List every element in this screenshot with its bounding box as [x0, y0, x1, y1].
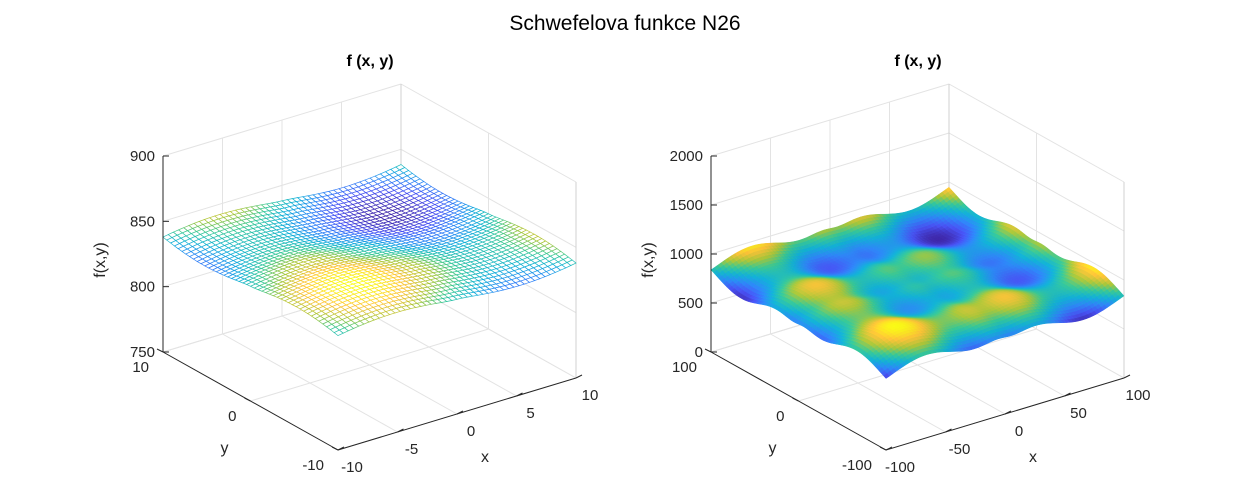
gridline	[250, 328, 489, 402]
y-tick	[244, 397, 251, 402]
y-axis-label: y	[221, 440, 229, 457]
gridline	[710, 83, 950, 157]
z-tick-label: 750	[130, 344, 155, 361]
gridline	[948, 132, 1125, 232]
surface	[710, 186, 1125, 379]
z-axis-label: f(x,y)	[92, 242, 109, 278]
gridline	[400, 148, 577, 248]
y-tick-label: 0	[228, 408, 236, 425]
x-tick	[397, 428, 404, 433]
x-tick	[456, 410, 464, 415]
gridline	[948, 83, 1125, 183]
surface-patch	[333, 329, 344, 337]
x-axis-label: x	[481, 449, 489, 466]
y-tick	[156, 348, 164, 353]
figure-title: Schwefelova funkce N26	[509, 12, 741, 35]
gridline	[710, 181, 950, 255]
x-tick-label: 5	[526, 405, 534, 422]
surface	[162, 164, 577, 337]
x-tick-label: -5	[405, 441, 418, 458]
x-tick	[516, 392, 523, 397]
x-tick-label: 10	[582, 387, 599, 404]
y-tick-label: -10	[302, 457, 324, 474]
gridline	[710, 132, 950, 206]
gridline	[162, 148, 402, 222]
gridline	[948, 181, 1125, 281]
x-tick-label: 0	[467, 423, 475, 440]
gridline	[798, 328, 1037, 402]
z-tick-label: 800	[130, 279, 155, 296]
y-tick	[331, 446, 339, 451]
z-tick-label: 850	[130, 213, 155, 230]
right-surface-plot[interactable]: -100-50050100-10001000500100015002000xyf…	[640, 53, 1151, 476]
gridline	[400, 83, 577, 183]
plot-title: f (x, y)	[346, 53, 393, 70]
x-tick-label: -10	[341, 459, 363, 476]
z-tick-label: 900	[130, 148, 155, 165]
y-tick-label: 10	[132, 359, 149, 376]
gridline	[162, 83, 402, 157]
x-tick	[575, 374, 583, 379]
x-tick	[337, 446, 345, 451]
